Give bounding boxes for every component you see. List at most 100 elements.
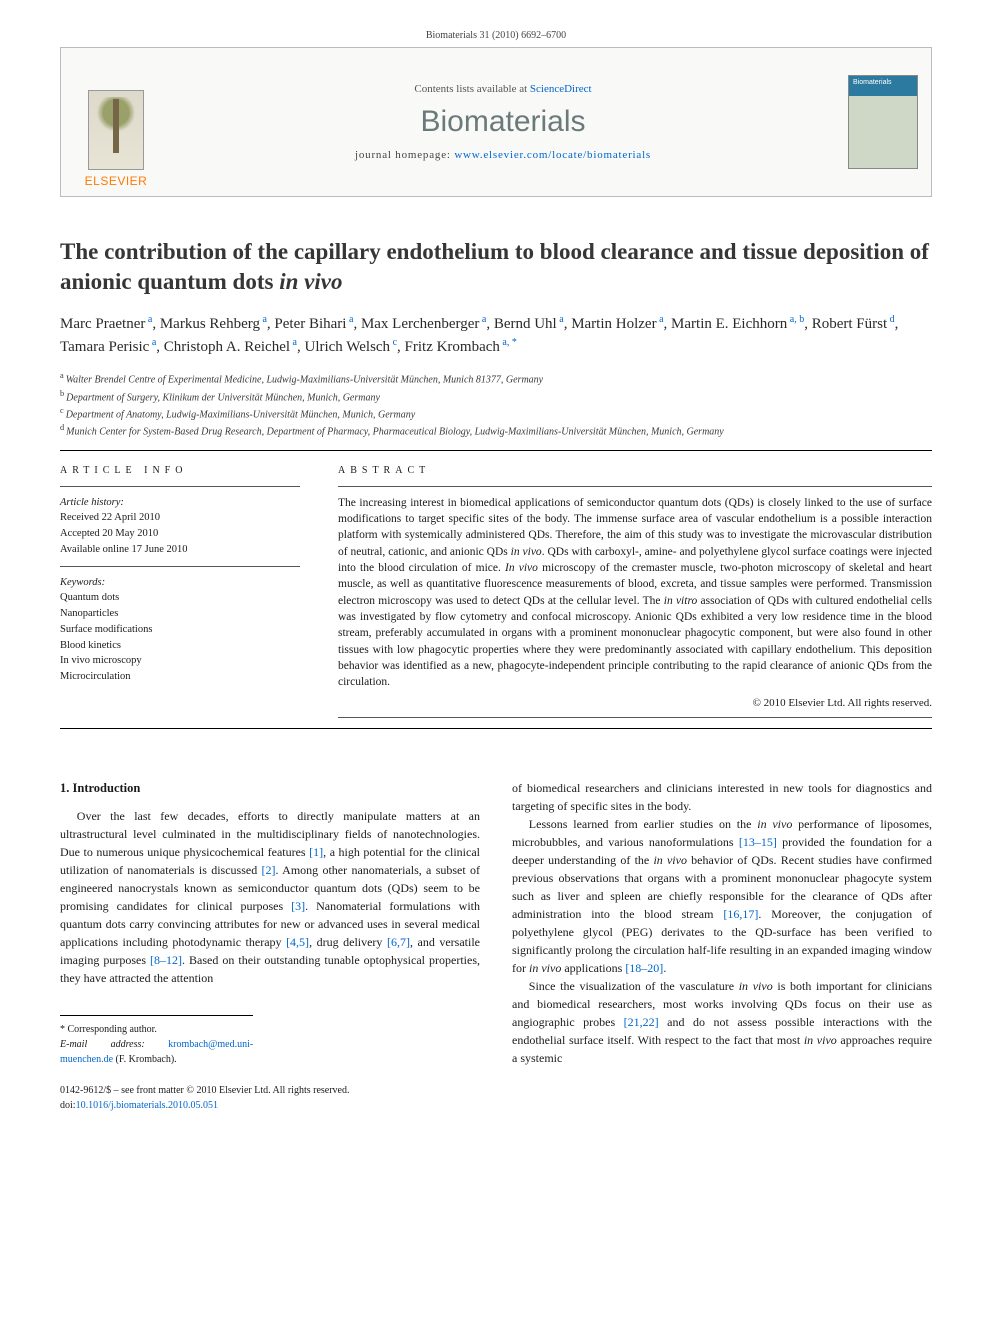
author: Christoph A. Reichel a [164, 339, 297, 355]
author-affiliation-marker: c [390, 337, 397, 348]
author-affiliation-marker: d [887, 314, 895, 325]
author-list: Marc Praetner a, Markus Rehberg a, Peter… [60, 313, 932, 359]
citation-ref[interactable]: [1] [309, 845, 323, 859]
contents-prefix: Contents lists available at [414, 83, 529, 95]
author-affiliation-marker: a, b [787, 314, 804, 325]
journal-homepage-link[interactable]: www.elsevier.com/locate/biomaterials [454, 149, 651, 161]
author: Bernd Uhl a [494, 316, 564, 332]
contents-available-line: Contents lists available at ScienceDirec… [414, 83, 591, 95]
author-affiliation-marker: a [260, 314, 267, 325]
affiliation: bDepartment of Surgery, Klinikum der Uni… [60, 388, 932, 405]
issn-copyright-line: 0142-9612/$ – see front matter © 2010 El… [60, 1083, 480, 1098]
header-middle: Contents lists available at ScienceDirec… [171, 48, 835, 196]
abstract-divider-bottom [338, 717, 932, 718]
corr-author-label: * Corresponding author. [60, 1022, 253, 1037]
online-date: Available online 17 June 2010 [60, 542, 300, 558]
journal-header-box: ELSEVIER Contents lists available at Sci… [60, 47, 932, 197]
author-affiliation-marker: a [145, 314, 152, 325]
affiliations-list: aWalter Brendel Centre of Experimental M… [60, 370, 932, 439]
citation-ref[interactable]: [4,5] [286, 935, 309, 949]
article-history-block: Article history: Received 22 April 2010 … [60, 495, 300, 558]
citation-ref[interactable]: [21,22] [624, 1015, 659, 1029]
divider-rule-top [60, 450, 932, 451]
author: Ulrich Welsch c [304, 339, 397, 355]
citation-line: Biomaterials 31 (2010) 6692–6700 [60, 30, 932, 41]
intro-paragraph-2: Lessons learned from earlier studies on … [512, 815, 932, 977]
author: Martin E. Eichhorn a, b [671, 316, 804, 332]
history-label: Article history: [60, 495, 300, 511]
citation-ref[interactable]: [8–12] [150, 953, 182, 967]
accepted-date: Accepted 20 May 2010 [60, 526, 300, 542]
intro-paragraph-1: Over the last few decades, efforts to di… [60, 807, 480, 987]
keyword: Nanoparticles [60, 606, 300, 622]
info-divider-2 [60, 566, 300, 567]
author: Martin Holzer a [571, 316, 663, 332]
keyword: Surface modifications [60, 622, 300, 638]
info-abstract-row: ARTICLE INFO Article history: Received 2… [60, 465, 932, 718]
citation-ref[interactable]: [16,17] [723, 907, 758, 921]
author-affiliation-marker: a [290, 337, 297, 348]
doi-link[interactable]: 10.1016/j.biomaterials.2010.05.051 [76, 1100, 219, 1111]
author-affiliation-marker: a [557, 314, 564, 325]
publisher-logo-column: ELSEVIER [61, 48, 171, 196]
author: Tamara Perisic a [60, 339, 156, 355]
affiliation: dMunich Center for System-Based Drug Res… [60, 422, 932, 439]
affiliation: aWalter Brendel Centre of Experimental M… [60, 370, 932, 387]
section-number: 1. [60, 781, 69, 795]
author-affiliation-marker: a [479, 314, 486, 325]
corr-email-line: E-mail address: krombach@med.uni-muenche… [60, 1037, 253, 1067]
author-affiliation-marker: a [149, 337, 156, 348]
body-two-column: 1. Introduction Over the last few decade… [60, 779, 932, 1114]
received-date: Received 22 April 2010 [60, 510, 300, 526]
corresponding-author-footnote: * Corresponding author. E-mail address: … [60, 1015, 253, 1067]
article-info-column: ARTICLE INFO Article history: Received 2… [60, 465, 300, 718]
journal-name: Biomaterials [420, 105, 585, 139]
divider-rule-bottom [60, 728, 932, 729]
keyword: Microcirculation [60, 669, 300, 685]
keywords-label: Keywords: [60, 575, 300, 591]
sciencedirect-link[interactable]: ScienceDirect [530, 83, 592, 95]
abstract-text: The increasing interest in biomedical ap… [338, 495, 932, 691]
author-affiliation-marker: a [346, 314, 353, 325]
author: Marc Praetner a [60, 316, 152, 332]
email-who: (F. Krombach). [116, 1054, 177, 1065]
section-heading: 1. Introduction [60, 779, 480, 798]
citation-ref[interactable]: [2] [262, 863, 276, 877]
title-italic: in vivo [279, 269, 342, 294]
author: Fritz Krombach a, * [405, 339, 517, 355]
intro-paragraph-1-continued: of biomedical researchers and clinicians… [512, 779, 932, 815]
journal-cover-thumbnail [848, 75, 918, 169]
author-affiliation-marker: a, * [500, 337, 517, 348]
author: Peter Bihari a [274, 316, 353, 332]
section-title: Introduction [73, 781, 141, 795]
citation-ref[interactable]: [18–20] [625, 961, 663, 975]
article-identifier-block: 0142-9612/$ – see front matter © 2010 El… [60, 1083, 480, 1113]
citation-ref[interactable]: [3] [291, 899, 305, 913]
keywords-block: Keywords: Quantum dotsNanoparticlesSurfa… [60, 575, 300, 685]
affiliation: cDepartment of Anatomy, Ludwig-Maximilia… [60, 405, 932, 422]
title-main: The contribution of the capillary endoth… [60, 239, 929, 294]
publisher-name: ELSEVIER [85, 174, 148, 188]
author-affiliation-marker: a [657, 314, 664, 325]
keyword: Blood kinetics [60, 638, 300, 654]
abstract-column: ABSTRACT The increasing interest in biom… [338, 465, 932, 718]
info-divider-1 [60, 486, 300, 487]
author: Markus Rehberg a [160, 316, 267, 332]
doi-label: doi: [60, 1100, 76, 1111]
intro-paragraph-3: Since the visualization of the vasculatu… [512, 977, 932, 1067]
abstract-heading: ABSTRACT [338, 465, 932, 476]
journal-homepage-line: journal homepage: www.elsevier.com/locat… [355, 149, 651, 161]
homepage-prefix: journal homepage: [355, 149, 454, 161]
author: Max Lerchenberger a [361, 316, 486, 332]
citation-ref[interactable]: [13–15] [739, 835, 777, 849]
cover-thumbnail-column [835, 48, 931, 196]
article-title: The contribution of the capillary endoth… [60, 237, 932, 297]
article-info-heading: ARTICLE INFO [60, 465, 300, 476]
citation-ref[interactable]: [6,7] [387, 935, 410, 949]
author: Robert Fürst d [812, 316, 895, 332]
keyword: Quantum dots [60, 590, 300, 606]
doi-line: doi:10.1016/j.biomaterials.2010.05.051 [60, 1098, 480, 1113]
keywords-list: Quantum dotsNanoparticlesSurface modific… [60, 590, 300, 685]
elsevier-tree-icon [88, 90, 144, 170]
abstract-copyright: © 2010 Elsevier Ltd. All rights reserved… [338, 697, 932, 709]
